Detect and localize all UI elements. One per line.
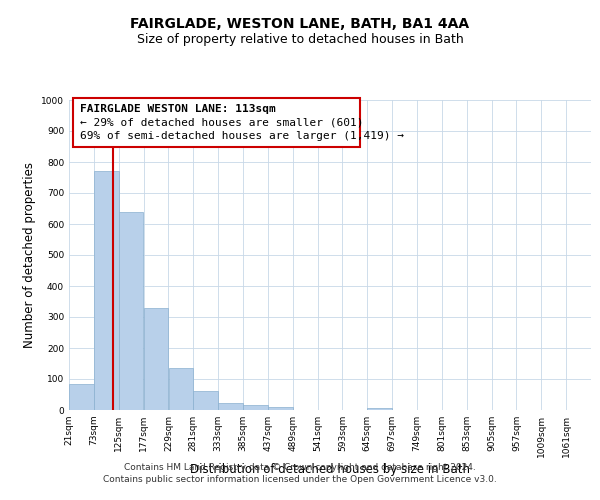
Text: Size of property relative to detached houses in Bath: Size of property relative to detached ho… [137,32,463,46]
Text: FAIRGLADE WESTON LANE: 113sqm: FAIRGLADE WESTON LANE: 113sqm [80,104,276,114]
Text: ← 29% of detached houses are smaller (601): ← 29% of detached houses are smaller (60… [80,118,364,128]
Bar [268,407,293,410]
Text: Contains public sector information licensed under the Open Government Licence v3: Contains public sector information licen… [103,475,497,484]
Bar [193,392,218,410]
Bar [69,384,94,410]
Bar [94,172,119,410]
Y-axis label: Number of detached properties: Number of detached properties [23,162,35,348]
Bar [243,406,268,410]
Bar [73,98,360,146]
Text: FAIRGLADE, WESTON LANE, BATH, BA1 4AA: FAIRGLADE, WESTON LANE, BATH, BA1 4AA [130,18,470,32]
Text: Contains HM Land Registry data © Crown copyright and database right 2024.: Contains HM Land Registry data © Crown c… [124,462,476,471]
Bar [143,308,169,410]
Bar [218,403,243,410]
X-axis label: Distribution of detached houses by size in Bath: Distribution of detached houses by size … [190,462,470,475]
Text: 69% of semi-detached houses are larger (1,419) →: 69% of semi-detached houses are larger (… [80,131,404,141]
Bar [367,408,392,410]
Bar [119,212,143,410]
Bar [169,368,193,410]
